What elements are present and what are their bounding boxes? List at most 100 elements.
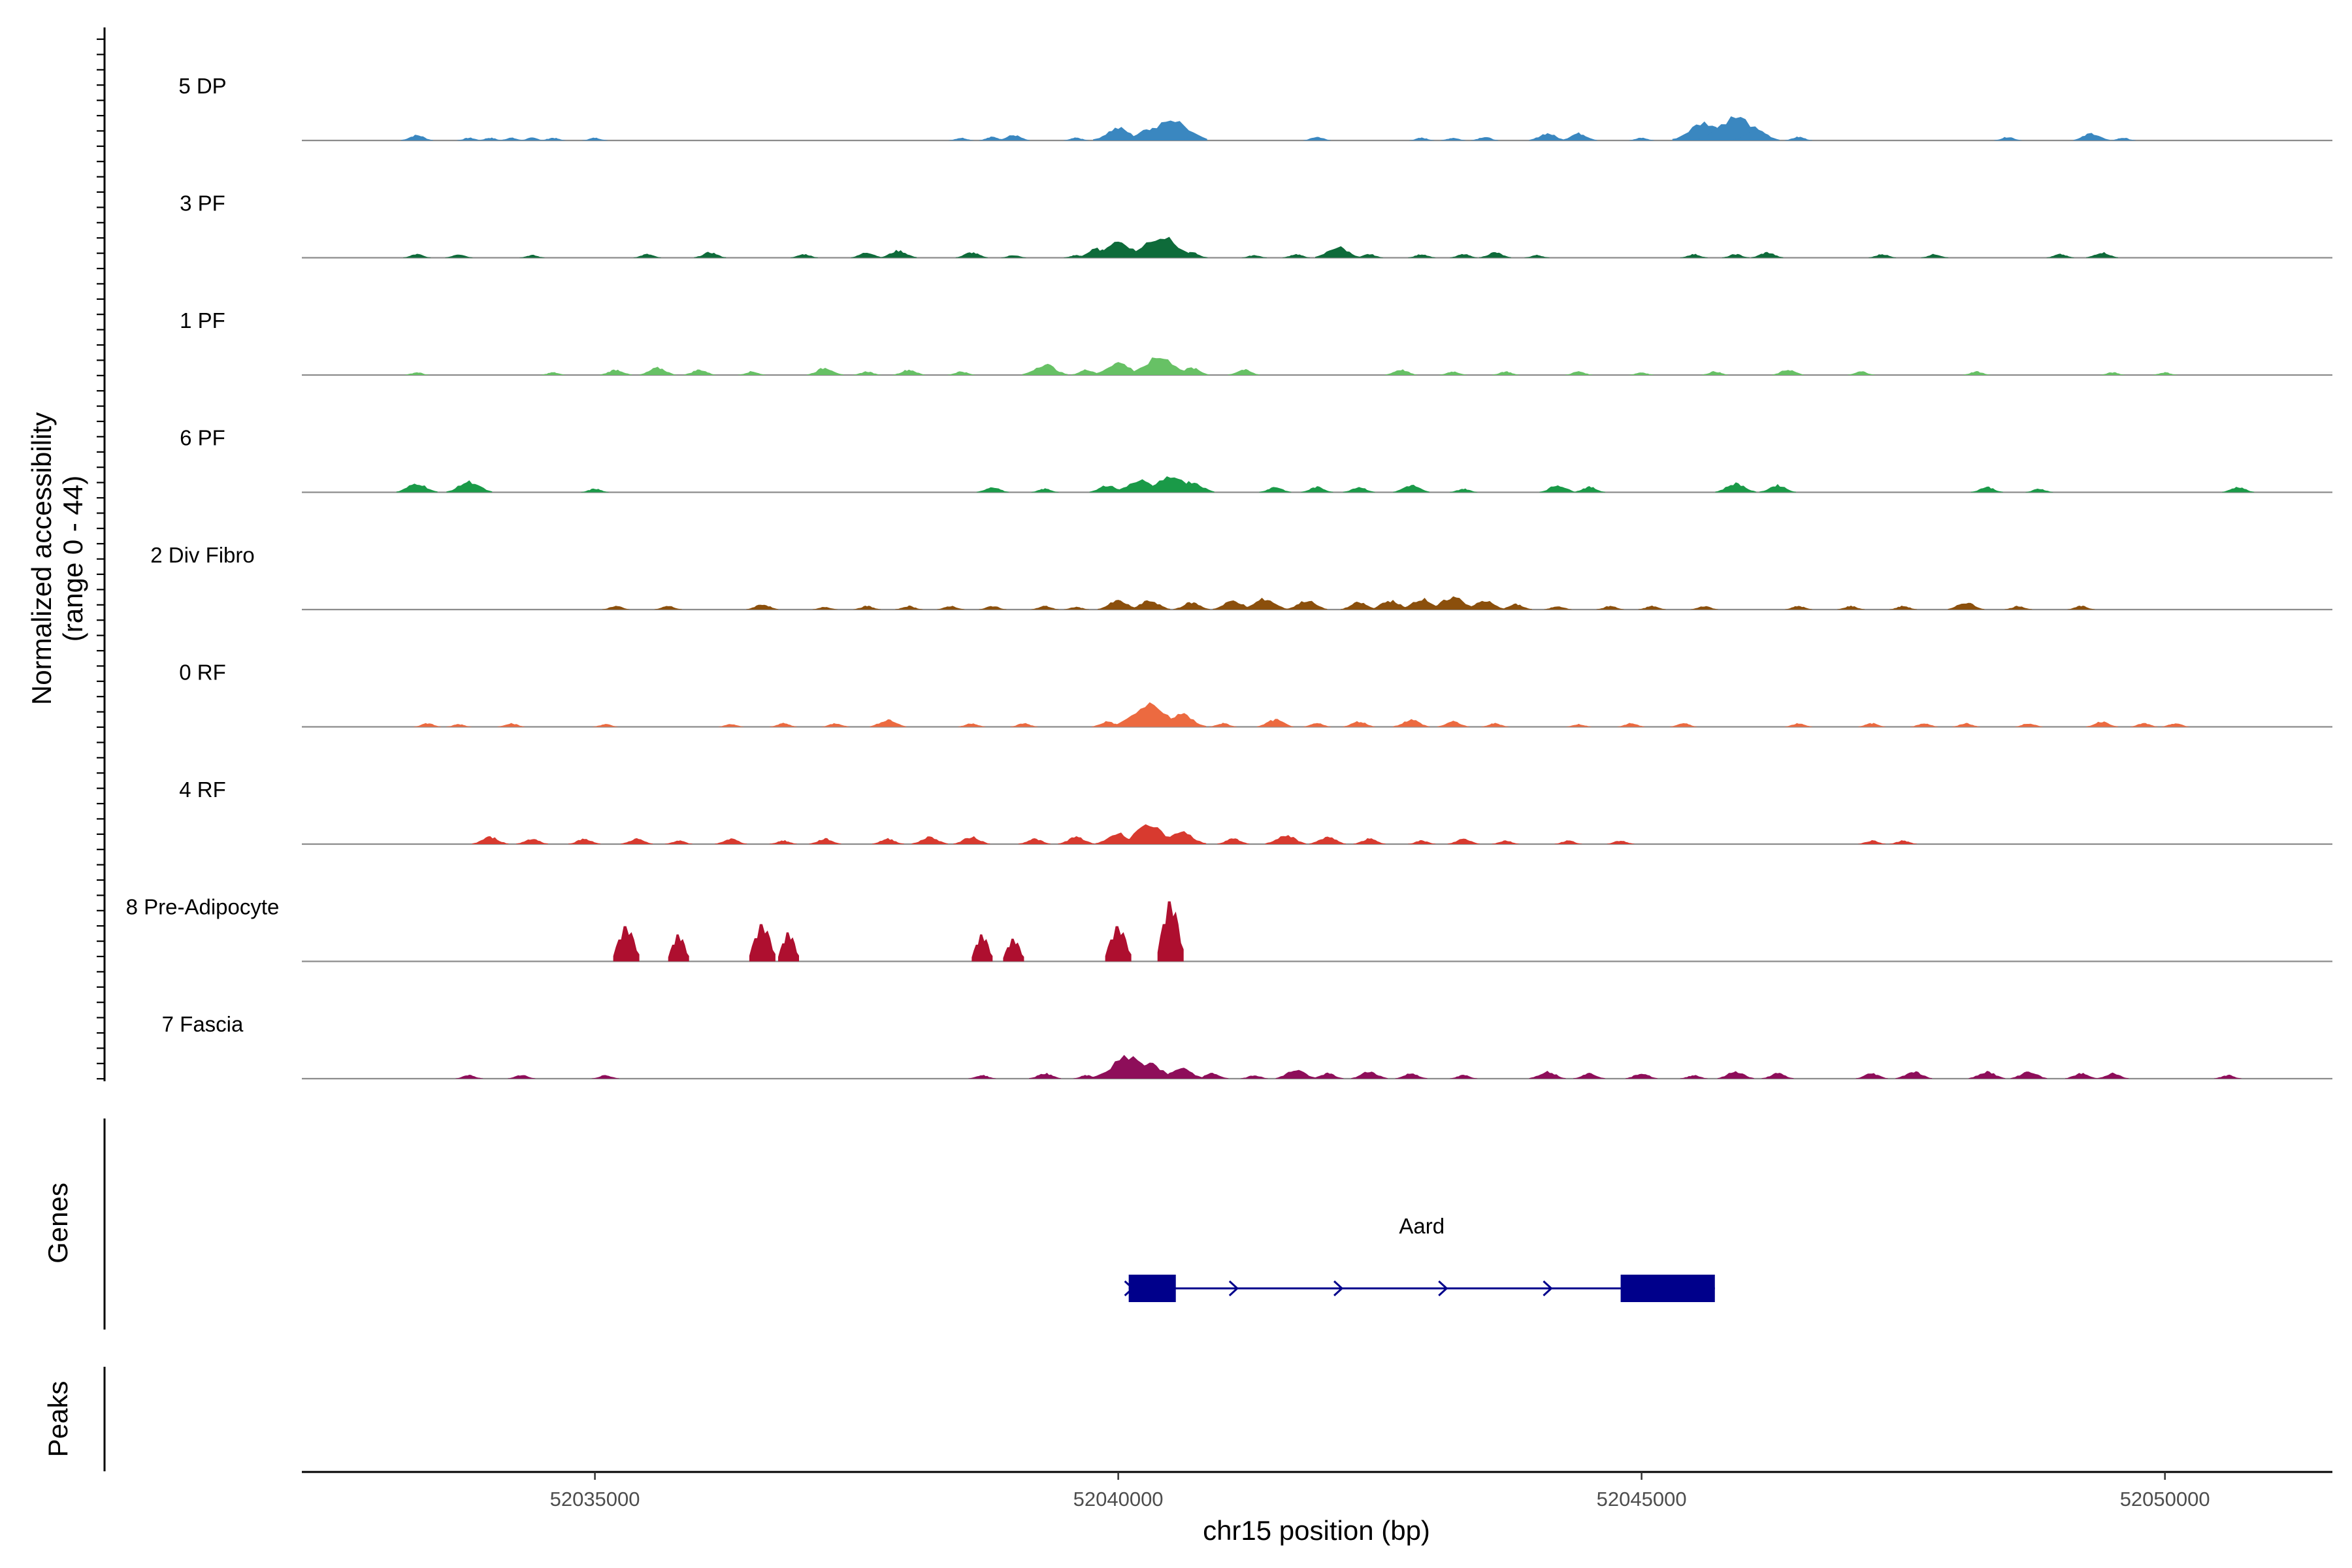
track-label-1-pf: 1 PF <box>180 308 225 333</box>
track-peak <box>738 370 766 375</box>
track-peak <box>668 934 689 962</box>
y-axis-title-line2: (range 0 - 44) <box>57 476 88 642</box>
track-peak <box>1029 1073 1061 1079</box>
track-peak <box>911 836 949 844</box>
track-peak <box>694 252 727 258</box>
track-peak <box>1784 137 1812 140</box>
track-3-pf: 3 PF <box>180 191 2332 259</box>
track-peak <box>1384 369 1417 375</box>
track-peak <box>1315 246 1361 258</box>
track-peak <box>1478 252 1511 258</box>
track-peak <box>1408 840 1436 844</box>
track-peak <box>1952 723 1980 727</box>
y-axis-title-line1: Normalized accessibility <box>26 412 57 705</box>
track-peak <box>853 606 881 610</box>
gene-aard: Aard <box>1124 1214 1715 1302</box>
track-peak <box>400 135 433 140</box>
track-peak <box>2073 133 2110 140</box>
track-peak <box>1213 600 1254 610</box>
track-label-6-pf: 6 PF <box>180 426 225 450</box>
track-peak <box>1492 371 1520 375</box>
track-peak <box>1177 136 1205 140</box>
track-peak <box>1761 1073 1794 1079</box>
track-peak <box>472 836 509 844</box>
track-peak <box>683 369 716 375</box>
track-peak <box>2086 252 2118 258</box>
track-peak <box>1596 606 1624 610</box>
gene-exon <box>1128 1275 1176 1302</box>
track-peak <box>1450 1075 1478 1079</box>
track-peak <box>1481 723 1509 727</box>
track-peak <box>516 839 548 844</box>
y-axis-ticks <box>97 38 105 1080</box>
track-label-7-fascia: 7 Fascia <box>162 1012 244 1036</box>
track-peak <box>1772 370 1805 375</box>
gene-label: Aard <box>1399 1214 1445 1238</box>
track-peak <box>621 838 653 844</box>
track-4-rf: 4 RF <box>179 777 2332 845</box>
track-peak <box>812 607 838 610</box>
track-peak <box>1441 138 1466 140</box>
track-peak <box>654 606 682 610</box>
track-peak <box>853 371 881 375</box>
track-peak <box>1241 597 1288 610</box>
track-peak <box>2213 1074 2242 1079</box>
track-peak <box>1492 840 1520 844</box>
track-peak <box>497 723 525 727</box>
track-peak <box>1241 255 1267 258</box>
track-peak <box>1869 254 1897 258</box>
track-peak <box>1499 603 1532 610</box>
track-peak <box>953 836 990 844</box>
track-peak <box>445 254 473 258</box>
x-tick-label: 52045000 <box>1597 1488 1687 1511</box>
track-peak <box>1301 486 1333 493</box>
track-peak <box>1353 838 1386 844</box>
track-peak <box>976 487 1009 493</box>
track-peak <box>1968 1071 2006 1079</box>
track-peak <box>870 719 907 727</box>
track-peak <box>1450 488 1478 493</box>
track-peak <box>540 372 566 375</box>
track-peak <box>1855 1073 1888 1079</box>
track-peak <box>1351 1071 1388 1079</box>
track-peak <box>1309 836 1346 844</box>
track-peak <box>937 606 965 610</box>
track-peak <box>1463 600 1505 610</box>
track-peak <box>892 369 925 375</box>
track-peak <box>1001 255 1026 258</box>
track-peak <box>1450 253 1478 258</box>
track-peak <box>778 932 799 962</box>
track-peak <box>1733 129 1780 140</box>
track-peak <box>1858 723 1886 727</box>
track-label-0-rf: 0 RF <box>179 661 226 685</box>
track-peak <box>1669 723 1697 727</box>
track-peak <box>519 137 545 140</box>
track-peak <box>404 372 430 375</box>
track-peak <box>880 250 917 258</box>
track-7-fascia: 7 Fascia <box>162 1012 2332 1080</box>
track-peak <box>1759 483 1796 493</box>
track-peak <box>895 605 923 610</box>
track-peak <box>2004 606 2033 610</box>
gene-strand-arrow <box>1438 1280 1448 1297</box>
track-peak <box>2010 1071 2048 1079</box>
track-peak <box>1341 601 1378 610</box>
track-peak <box>591 1075 619 1079</box>
track-peak <box>1122 1062 1177 1079</box>
track-peak <box>1393 719 1430 727</box>
track-peak <box>1408 254 1436 258</box>
gene-annotation: Aard <box>1124 1214 1715 1302</box>
track-peak <box>1064 137 1089 140</box>
track-peak <box>1196 1073 1229 1079</box>
track-peak <box>1565 371 1593 375</box>
track-peak <box>1539 485 1576 493</box>
track-peak <box>1409 137 1435 140</box>
track-peak <box>1784 606 1812 610</box>
track-peak <box>582 137 608 140</box>
track-peak <box>715 838 747 844</box>
track-peak <box>1629 372 1654 375</box>
track-peak <box>997 135 1030 140</box>
track-peak <box>1680 253 1708 258</box>
track-peak <box>2222 487 2255 493</box>
